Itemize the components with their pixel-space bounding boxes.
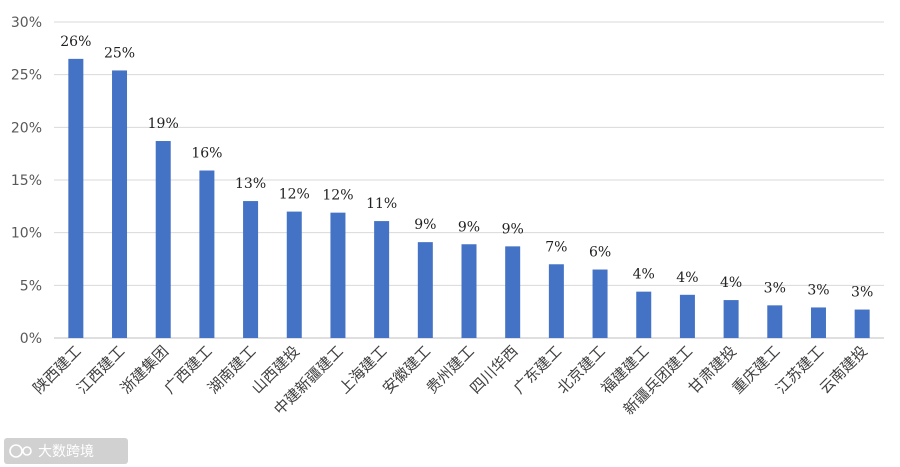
y-axis-ticks: 0% 5% 10% 15% 20% 25% 30% xyxy=(11,15,42,347)
bar xyxy=(767,305,783,338)
data-label: 13% xyxy=(235,176,266,192)
y-tick-label: 30% xyxy=(11,15,42,31)
y-tick-label: 15% xyxy=(11,173,42,189)
bars xyxy=(68,58,870,338)
bar xyxy=(548,264,564,338)
bar xyxy=(68,58,84,338)
bar xyxy=(199,170,215,338)
watermark: 大数跨境 xyxy=(4,438,128,464)
watermark-text: 大数跨境 xyxy=(38,444,94,460)
bar xyxy=(374,221,390,338)
data-labels: 26% 25% 19% 16% 13% 12% 12% 11% 9% 9% 9% 7% 6% 4% 4% 4%… xyxy=(60,34,873,301)
logo-icon xyxy=(9,444,32,458)
bar xyxy=(112,70,128,338)
data-label: 7% xyxy=(545,239,567,255)
y-tick-label: 0% xyxy=(20,331,42,347)
y-tick-label: 5% xyxy=(20,278,42,294)
bar xyxy=(330,212,346,338)
bar xyxy=(461,244,477,338)
data-label: 26% xyxy=(60,34,91,50)
bar xyxy=(636,291,652,338)
category-labels: 陕西建工江西建工浙建集团广西建工湖南建工山西建投中建新疆建工上海建工安徽建工贵州… xyxy=(30,342,871,418)
data-label: 25% xyxy=(104,45,135,61)
bar xyxy=(155,141,171,338)
bar xyxy=(810,307,826,338)
y-tick-label: 20% xyxy=(11,120,42,136)
data-label: 4% xyxy=(720,275,742,291)
data-label: 11% xyxy=(366,196,397,212)
data-label: 16% xyxy=(191,146,222,162)
bar xyxy=(505,246,521,338)
data-label: 4% xyxy=(676,270,698,286)
category-label: 云南建投 xyxy=(816,342,871,397)
bar xyxy=(286,211,302,338)
bar xyxy=(592,269,608,338)
bar xyxy=(723,300,739,338)
data-label: 12% xyxy=(279,187,310,203)
bar xyxy=(417,242,433,338)
data-label: 9% xyxy=(458,219,480,235)
y-tick-label: 10% xyxy=(11,226,42,242)
y-tick-label: 25% xyxy=(11,68,42,84)
bar xyxy=(243,201,259,338)
bar xyxy=(679,294,695,338)
data-label: 19% xyxy=(148,116,179,132)
data-label: 4% xyxy=(633,267,655,283)
data-label: 3% xyxy=(764,280,786,296)
data-label: 9% xyxy=(502,221,524,237)
data-label: 9% xyxy=(414,217,436,233)
gridlines xyxy=(54,21,884,339)
data-label: 12% xyxy=(322,188,353,204)
data-label: 3% xyxy=(851,285,873,301)
data-label: 6% xyxy=(589,245,611,261)
bar xyxy=(854,309,870,338)
data-label: 3% xyxy=(807,282,829,298)
